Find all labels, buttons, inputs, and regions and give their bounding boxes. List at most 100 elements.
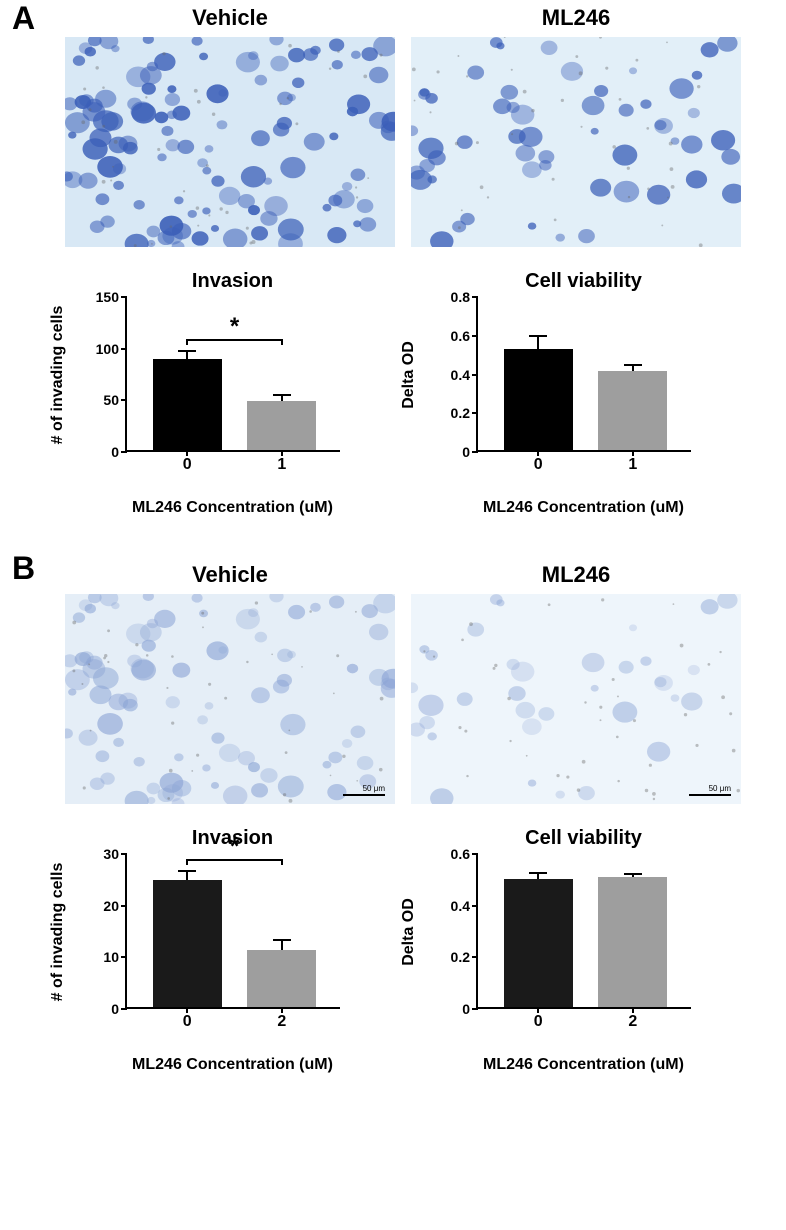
significance-drop (186, 859, 188, 865)
y-tick-label: 0.6 (451, 328, 470, 344)
error-cap (273, 939, 291, 941)
y-tick (472, 335, 478, 337)
panel-b-ml-col: ML246 50 μm (411, 562, 741, 804)
panel-b-vehicle-image: 50 μm (65, 594, 395, 804)
y-tick-label: 30 (103, 846, 119, 862)
significance-star: * (230, 313, 239, 341)
bar (153, 880, 222, 1007)
y-tick (472, 451, 478, 453)
significance-drop (281, 339, 283, 345)
x-axis-label: ML246 Concentration (uM) (105, 1056, 360, 1074)
y-axis-label: # of invading cells (49, 305, 67, 444)
plot-area: 00.20.40.60.801 (476, 297, 691, 452)
scale-bar-icon (343, 794, 385, 796)
chart-title: Invasion (125, 270, 340, 293)
panel-b-vehicle-col: Vehicle 50 μm (65, 562, 395, 804)
y-axis-label: # of invading cells (49, 862, 67, 1001)
panel-a-ml-title: ML246 (411, 5, 741, 31)
error-cap (178, 870, 196, 872)
panel-b-vehicle-title: Vehicle (65, 562, 395, 588)
bar (598, 877, 667, 1007)
y-tick-label: 0.4 (451, 898, 470, 914)
error-bar (186, 871, 188, 880)
y-tick (472, 374, 478, 376)
bar (504, 349, 573, 450)
error-bar (537, 336, 539, 350)
y-tick (472, 296, 478, 298)
y-tick (121, 905, 127, 907)
y-tick (121, 296, 127, 298)
panel-b-invasion-chart: Invasion# of invading cellsML246 Concent… (50, 824, 390, 1079)
y-tick (121, 1008, 127, 1010)
bar (247, 401, 316, 450)
y-tick-label: 0.2 (451, 949, 470, 965)
y-tick (472, 412, 478, 414)
bar (247, 950, 316, 1007)
error-cap (529, 872, 547, 874)
y-tick-label: 0.6 (451, 846, 470, 862)
y-tick-label: 0.4 (451, 367, 470, 383)
error-cap (624, 873, 642, 875)
x-axis-label: ML246 Concentration (uM) (456, 499, 711, 517)
y-tick (472, 956, 478, 958)
panel-a-ml-image (411, 37, 741, 247)
panel-a-viability-chart: Cell viabilityDelta ODML246 Concentratio… (401, 267, 741, 522)
plot-area: 010203002* (125, 854, 340, 1009)
x-tick-label: 2 (628, 1013, 637, 1031)
panel-a-vehicle-title: Vehicle (65, 5, 395, 31)
x-tick-label: 1 (277, 456, 286, 474)
error-cap (529, 335, 547, 337)
y-tick-label: 0 (462, 1001, 470, 1017)
panel-a-label: A (12, 0, 35, 37)
y-tick-label: 20 (103, 898, 119, 914)
y-tick (472, 853, 478, 855)
y-axis-label: Delta OD (400, 341, 418, 409)
bar (153, 359, 222, 450)
panel-a-charts: Invasion # of invading cells ML246 Concent… (0, 247, 786, 522)
x-axis-label: ML246 Concentration (uM) (456, 1056, 711, 1074)
y-tick (121, 399, 127, 401)
x-tick-label: 0 (183, 1013, 192, 1031)
x-tick-label: 2 (277, 1013, 286, 1031)
bar (598, 371, 667, 450)
panel-b-images: Vehicle 50 μm ML246 50 μm (0, 562, 786, 804)
panel-a-vehicle-image (65, 37, 395, 247)
scale-label: 50 μm (363, 784, 385, 793)
plot-area: 00.20.40.602 (476, 854, 691, 1009)
y-tick-label: 150 (96, 289, 119, 305)
y-tick-label: 100 (96, 341, 119, 357)
error-cap (178, 350, 196, 352)
significance-drop (186, 339, 188, 345)
y-tick (472, 1008, 478, 1010)
panel-a-ml-col: ML246 (411, 5, 741, 247)
x-tick-label: 0 (534, 456, 543, 474)
panel-b-viability-chart: Cell viability Delta OD ML246 Concentratio… (401, 824, 741, 1079)
panel-a-invasion-chart: Invasion # of invading cells ML246 Concent… (50, 267, 390, 522)
scale-bar-icon (689, 794, 731, 796)
y-tick-label: 0 (111, 1001, 119, 1017)
error-bar (186, 351, 188, 359)
x-axis-label: ML246 Concentration (uM) (105, 499, 360, 517)
panel-a: A Vehicle ML246 Invasion # of invading ce… (0, 0, 786, 522)
chart-title: Cell viability (476, 827, 691, 850)
y-axis-label: Delta OD (400, 898, 418, 966)
y-tick-label: 10 (103, 949, 119, 965)
panel-a-vehicle-col: Vehicle (65, 5, 395, 247)
scale-label: 50 μm (709, 784, 731, 793)
y-tick (121, 451, 127, 453)
significance-drop (281, 859, 283, 865)
panel-b-ml-title: ML246 (411, 562, 741, 588)
y-tick-label: 50 (103, 392, 119, 408)
bar (504, 879, 573, 1007)
error-cap (273, 394, 291, 396)
panel-b: B Vehicle 50 μm ML246 50 μm Invasion# of… (0, 562, 786, 1079)
error-bar (281, 940, 283, 950)
panel-b-charts: Invasion# of invading cellsML246 Concent… (0, 804, 786, 1079)
x-tick-label: 0 (183, 456, 192, 474)
y-tick (472, 905, 478, 907)
x-tick-label: 1 (628, 456, 637, 474)
plot-area: 05010015001* (125, 297, 340, 452)
panel-b-ml-image: 50 μm (411, 594, 741, 804)
panel-b-label: B (12, 550, 35, 587)
y-tick (121, 853, 127, 855)
